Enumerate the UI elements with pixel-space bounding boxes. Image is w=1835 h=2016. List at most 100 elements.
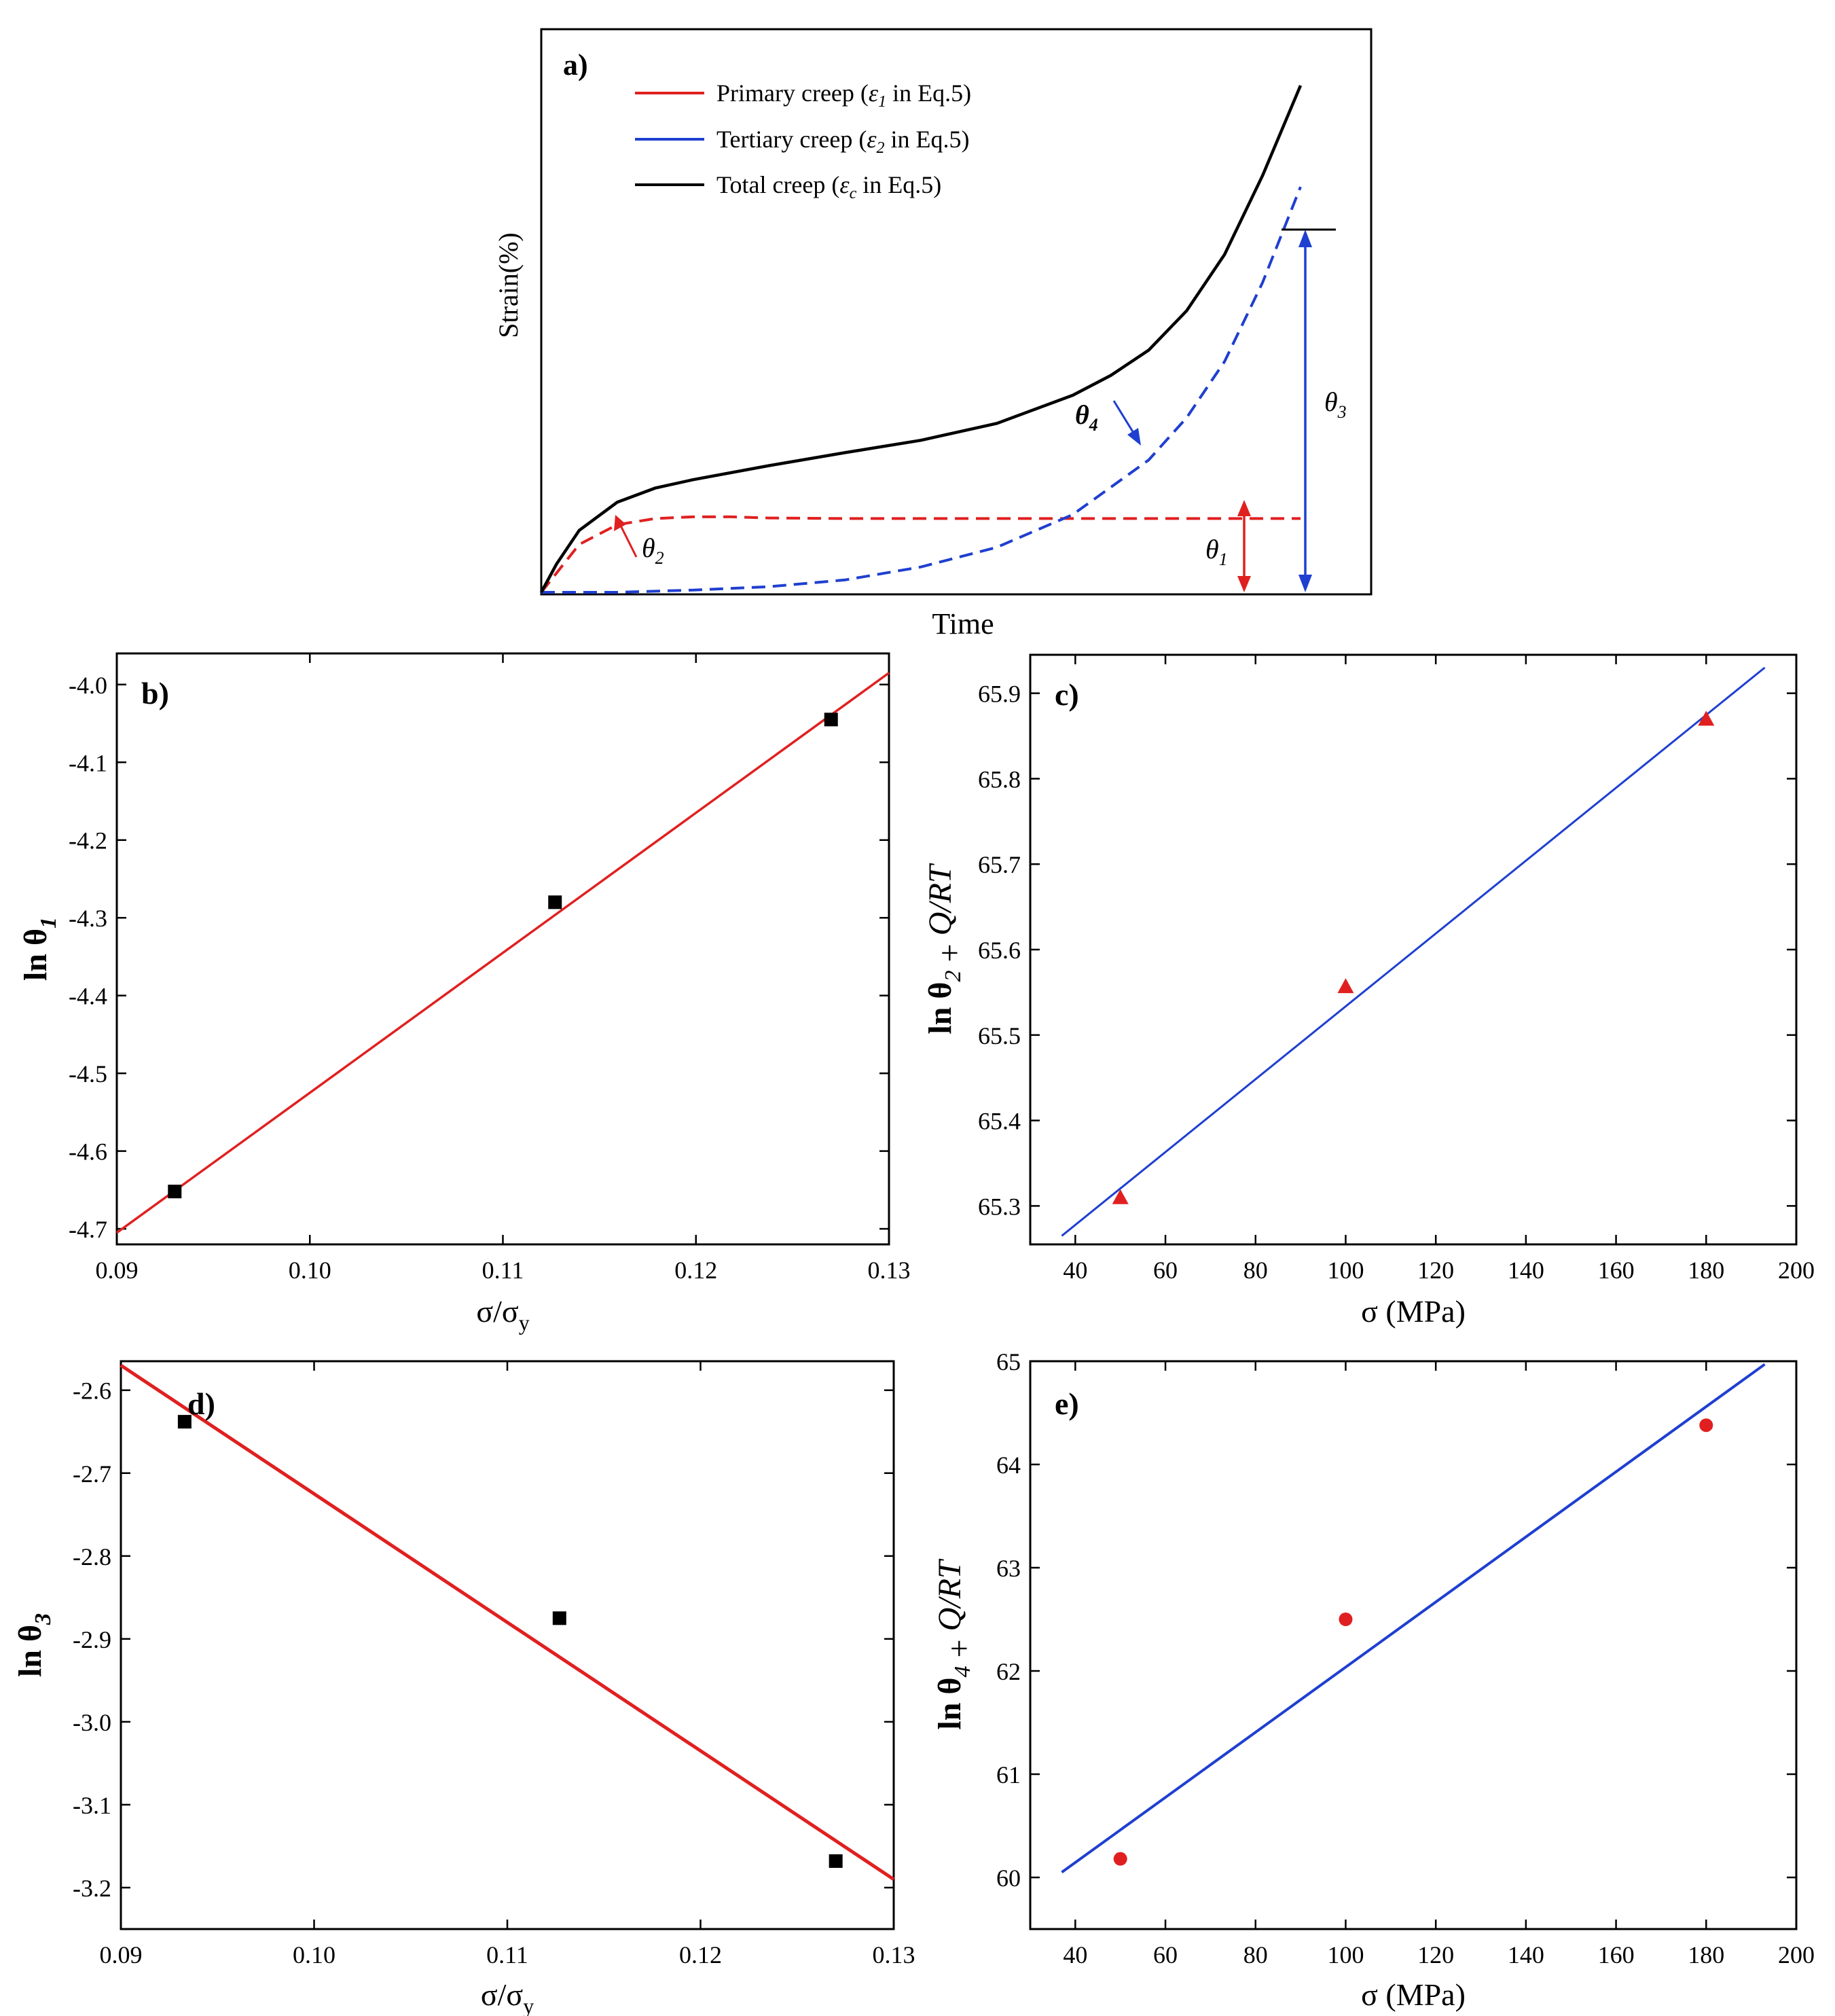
x-tick-label: 40 [1063, 1941, 1087, 1968]
x-tick-label: 0.09 [96, 1257, 139, 1284]
data-point [1337, 978, 1354, 994]
y-tick-label: 61 [996, 1761, 1021, 1788]
panel-b-frame [115, 652, 890, 1246]
y-tick-label: -4.7 [69, 1216, 107, 1243]
theta3-arrowhead-top [1298, 230, 1312, 247]
data-point [1339, 1613, 1353, 1626]
x-tick-label: 60 [1153, 1257, 1178, 1284]
x-tick-label: 200 [1778, 1257, 1815, 1284]
annotation-theta1: θ1 [1205, 534, 1228, 569]
panel-b: 0.09 0.10 0.11 0.12 0.13 -4.7 -4.6 -4.5 -4.4 -4.3… [18, 652, 911, 1335]
x-tick-label: 120 [1417, 1257, 1454, 1284]
y-tick-label: -4.1 [69, 749, 107, 776]
y-tick-label: 65.3 [978, 1193, 1021, 1220]
x-tick-label: 80 [1243, 1941, 1268, 1968]
y-tick-label: 65.4 [978, 1108, 1021, 1135]
x-tick-label: 180 [1688, 1257, 1724, 1284]
panel-a-label: a) [563, 48, 588, 82]
x-tick-label: 140 [1508, 1941, 1544, 1968]
data-point [548, 895, 562, 910]
panel-d-frame [120, 1360, 895, 1930]
panel-c: 40 60 80 100 120 140 160 180 200 65.3 65.4 65.5 65.6… [922, 653, 1815, 1329]
x-tick-label: 40 [1063, 1257, 1087, 1284]
legend-entry-tertiary: Tertiary creep (ε2 in Eq.5) [716, 126, 970, 157]
theta2-arrowhead [614, 515, 626, 531]
x-tick-label: 0.09 [100, 1941, 143, 1968]
x-tick-label: 0.13 [868, 1257, 911, 1284]
x-axis-label: σ/σy [476, 1294, 529, 1335]
data-point [168, 1185, 182, 1199]
fit-line [1061, 1363, 1766, 1874]
x-tick-label: 0.12 [674, 1257, 717, 1284]
x-axis-label: σ (MPa) [1361, 1977, 1466, 2012]
y-tick-label: 63 [996, 1555, 1021, 1582]
y-tick-label: 65.6 [978, 937, 1021, 964]
legend-entry-total: Total creep (εc in Eq.5) [716, 171, 941, 202]
x-tick-label: 120 [1417, 1941, 1454, 1968]
x-tick-label: 0.11 [482, 1257, 524, 1284]
y-axis-label: Strain(%) [493, 232, 524, 338]
x-tick-label: 100 [1327, 1257, 1364, 1284]
panel-c-frame [1029, 653, 1798, 1246]
theta2-arrow-line [618, 522, 638, 558]
y-tick-label: -2.8 [73, 1543, 111, 1570]
theta4-arrow-line [1112, 400, 1137, 437]
panel-d-label: d) [187, 1386, 215, 1421]
y-axis-label: ln θ2 + Q/RT [922, 863, 968, 1034]
x-tick-label: 160 [1598, 1257, 1635, 1284]
panel-a-frame [540, 28, 1373, 596]
y-tick-label: -2.6 [73, 1378, 111, 1405]
panel-c-label: c) [1055, 677, 1079, 712]
y-tick-label: -3.2 [73, 1875, 111, 1902]
y-tick-label: -4.4 [69, 983, 107, 1010]
x-tick-label: 0.10 [289, 1257, 331, 1284]
y-tick-label: 65 [996, 1348, 1021, 1375]
panel-e-label: e) [1055, 1386, 1079, 1421]
x-tick-label: 160 [1598, 1941, 1635, 1968]
theta1-arrowhead-bottom [1237, 576, 1251, 592]
x-tick-label: 0.13 [873, 1941, 915, 1968]
y-tick-label: 64 [996, 1452, 1021, 1479]
x-axis-label: Time [932, 607, 994, 641]
panel-b-label: b) [141, 676, 169, 710]
data-point [1112, 1189, 1129, 1204]
theta1-arrowhead-top [1237, 500, 1251, 516]
y-tick-label: 65.9 [978, 681, 1021, 708]
legend-entry-primary: Primary creep (ε1 in Eq.5) [716, 79, 971, 111]
data-point [552, 1611, 566, 1625]
data-point [1113, 1852, 1127, 1866]
data-point [1698, 710, 1715, 726]
panel-e-frame [1029, 1360, 1798, 1930]
x-axis-label: σ/σy [481, 1977, 534, 2016]
series-tertiary-creep-line [541, 186, 1302, 594]
x-tick-label: 0.11 [486, 1941, 528, 1968]
x-tick-label: 180 [1688, 1941, 1724, 1968]
y-tick-label: -3.1 [73, 1792, 111, 1819]
y-tick-label: -4.0 [69, 672, 107, 699]
fit-line [1061, 666, 1766, 1237]
series-total-creep-line [540, 85, 1303, 594]
data-point [177, 1415, 192, 1429]
y-axis-label: ln θ3 [12, 1613, 56, 1677]
y-tick-label: -2.9 [73, 1626, 111, 1653]
data-point [1699, 1418, 1713, 1433]
y-tick-label: -4.6 [69, 1138, 107, 1166]
y-tick-label: 65.5 [978, 1022, 1021, 1049]
x-tick-label: 0.12 [679, 1941, 722, 1968]
x-axis-label: σ (MPa) [1361, 1294, 1466, 1329]
data-point [829, 1854, 843, 1868]
x-tick-label: 0.10 [293, 1941, 335, 1968]
fit-line [115, 672, 890, 1234]
theta3-arrowhead-bottom [1298, 575, 1312, 592]
fit-line [120, 1364, 895, 1881]
annotation-theta2: θ2 [642, 533, 664, 568]
x-tick-label: 60 [1153, 1941, 1178, 1968]
panel-a: a) Primary creep (ε1 in Eq.5) Tertiary cre… [493, 28, 1373, 641]
y-axis-label: ln θ1 [18, 917, 61, 981]
y-tick-label: -4.5 [69, 1060, 107, 1087]
y-tick-label: 60 [996, 1865, 1021, 1892]
y-tick-label: -3.0 [73, 1709, 111, 1736]
x-tick-label: 140 [1508, 1257, 1544, 1284]
theta4-arrowhead [1127, 428, 1141, 446]
